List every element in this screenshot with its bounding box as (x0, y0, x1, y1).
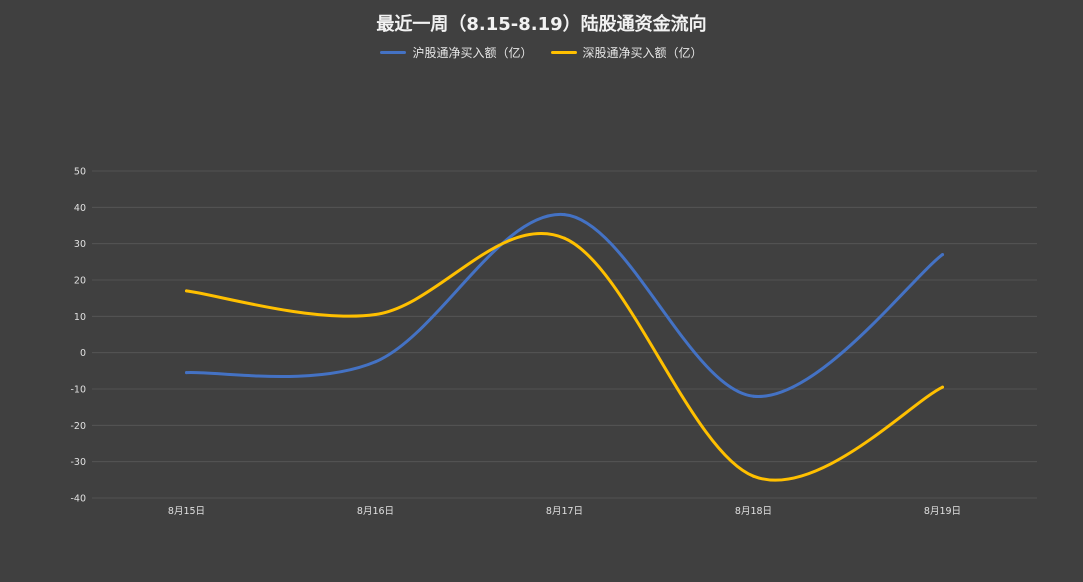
y-tick-label: 30 (74, 239, 86, 250)
x-tick-label: 8月15日 (168, 506, 205, 517)
series-layer (185, 213, 944, 482)
data-point[interactable] (185, 289, 188, 293)
data-point[interactable] (374, 313, 377, 317)
x-tick-label: 8月19日 (924, 506, 961, 517)
y-tick-label: 40 (74, 203, 86, 214)
y-axis-ticks: 50 40 30 20 10 0 -10 -20 -30 -40 (70, 167, 86, 505)
legend: 沪股通净买入额（亿） 深股通净买入额（亿） (0, 44, 1083, 61)
legend-swatch-sz (550, 51, 577, 54)
y-tick-label: -10 (70, 385, 86, 396)
grid-layer (92, 170, 1037, 499)
data-point[interactable] (752, 394, 755, 398)
data-point[interactable] (563, 213, 566, 217)
y-tick-label: 10 (74, 312, 86, 323)
data-point[interactable] (374, 360, 377, 364)
series-line-sz[interactable] (185, 231, 944, 482)
data-point[interactable] (185, 371, 188, 375)
y-tick-label: 50 (74, 167, 86, 178)
y-tick-label: 0 (80, 348, 86, 359)
legend-label-sh: 沪股通净买入额（亿） (412, 46, 533, 60)
y-tick-label: -40 (70, 494, 86, 505)
series-line-sh[interactable] (185, 213, 944, 398)
legend-label-sz: 深股通净买入额（亿） (582, 46, 703, 60)
chart-title: 最近一周（8.15-8.19）陆股通资金流向 (376, 14, 707, 35)
legend-item-sz[interactable]: 深股通净买入额（亿） (550, 44, 703, 61)
data-point[interactable] (941, 385, 944, 389)
legend-swatch-sh (380, 51, 407, 54)
data-point[interactable] (941, 253, 944, 257)
x-axis-ticks: 8月15日 8月16日 8月17日 8月18日 8月19日 (168, 506, 961, 517)
y-tick-label: -30 (70, 457, 86, 468)
x-tick-label: 8月18日 (735, 506, 772, 517)
data-point[interactable] (752, 474, 755, 478)
y-tick-label: -20 (70, 421, 86, 432)
y-tick-label: 20 (74, 276, 86, 287)
x-tick-label: 8月16日 (357, 506, 394, 517)
data-point[interactable] (563, 236, 566, 240)
x-tick-label: 8月17日 (546, 506, 583, 517)
legend-item-sh[interactable]: 沪股通净买入额（亿） (380, 44, 533, 61)
